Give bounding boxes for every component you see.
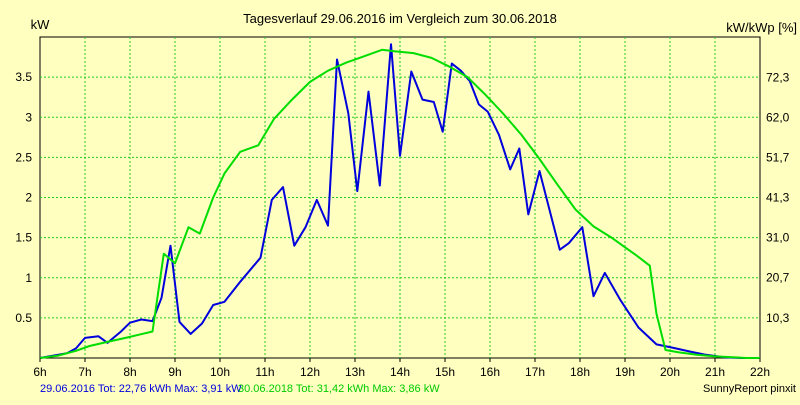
y2-axis-label: kW/kWp [%] — [726, 20, 797, 35]
x-tick-label-2: 8h — [123, 365, 136, 379]
y-tick-label-2: 1.5 — [15, 231, 32, 245]
y2-tick-label-3: 41,3 — [766, 191, 790, 205]
y2-tick-label-6: 72,3 — [766, 70, 790, 84]
x-tick-label-14: 20h — [660, 365, 680, 379]
y-tick-label-3: 2 — [25, 191, 32, 205]
legend-series-2-summary: 30.06.2018 Tot: 31,42 kWh Max: 3,86 kW — [238, 383, 440, 395]
x-tick-label-4: 10h — [210, 365, 230, 379]
y2-tick-label-1: 20,7 — [766, 271, 790, 285]
x-tick-label-5: 11h — [255, 365, 274, 379]
y2-tick-label-5: 62,0 — [766, 110, 790, 124]
y-tick-label-4: 2.5 — [15, 150, 32, 164]
x-tick-label-9: 15h — [435, 365, 455, 379]
grid-lines — [40, 37, 760, 358]
x-tick-label-10: 16h — [480, 365, 500, 379]
y-tick-label-6: 3.5 — [15, 70, 32, 84]
x-tick-label-16: 22h — [750, 365, 770, 379]
x-tick-label-12: 18h — [570, 365, 590, 379]
x-tick-label-7: 13h — [345, 365, 365, 379]
x-tick-label-0: 6h — [33, 365, 46, 379]
series-line-2 — [39, 48, 760, 359]
y2-tick-label-0: 10,3 — [766, 311, 790, 325]
tick-labels: 6h 7h 8h 9h 10h 11h 12h 13h 14h 15h 16h 17h 18h 19h 20… — [15, 70, 789, 379]
series-lines — [39, 43, 760, 359]
legend-series-1-summary: 29.06.2016 Tot: 22,76 kWh Max: 3,91 kW — [40, 383, 242, 395]
y2-tick-label-2: 31,0 — [766, 231, 790, 245]
x-tick-label-15: 21h — [705, 365, 725, 379]
y-tick-label-1: 1 — [25, 271, 32, 285]
series-line-1 — [39, 43, 760, 359]
y2-tick-label-4: 51,7 — [766, 150, 790, 164]
x-tick-label-1: 7h — [78, 365, 91, 379]
x-tick-label-8: 14h — [390, 365, 410, 379]
x-tick-label-13: 19h — [615, 365, 635, 379]
y-tick-label-5: 3 — [25, 110, 32, 124]
y-tick-label-0: 0.5 — [15, 311, 32, 325]
chart-title: Tagesverlauf 29.06.2016 im Vergleich zum… — [243, 11, 557, 26]
x-tick-label-6: 12h — [300, 365, 320, 379]
x-tick-label-3: 9h — [168, 365, 181, 379]
y-axis-label: kW — [31, 17, 51, 32]
footer-credit: SunnyReport pinxit — [703, 383, 796, 395]
x-tick-label-11: 17h — [525, 365, 545, 379]
